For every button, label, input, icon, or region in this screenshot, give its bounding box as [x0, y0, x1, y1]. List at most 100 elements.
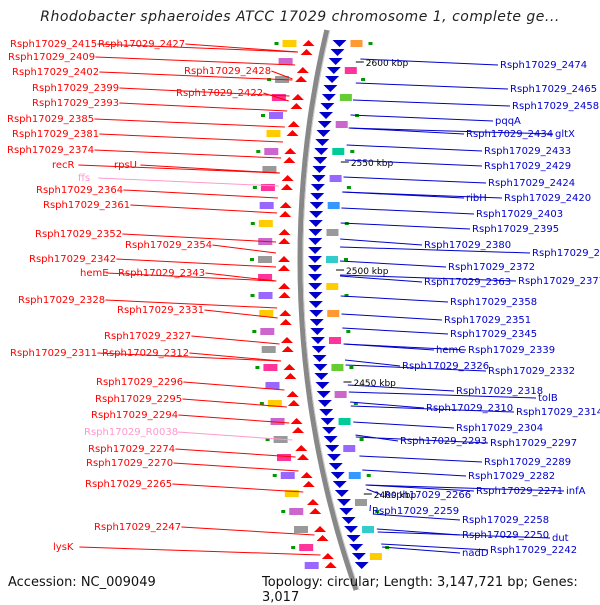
feature-tick [361, 78, 365, 81]
reverse-gene-mark [325, 76, 339, 83]
right-gene-label: dut [552, 533, 569, 544]
right-leader-line [342, 328, 448, 334]
left-gene-label: Rsph17029_2352 [35, 229, 122, 240]
right-gene-label: Rsph17029_2429 [484, 161, 571, 172]
cog-block [299, 544, 313, 551]
feature-tick [250, 258, 254, 261]
right-gene-label: infA [566, 486, 586, 497]
cog-block [305, 562, 319, 569]
forward-gene-mark [281, 337, 293, 343]
cog-block [362, 526, 374, 533]
left-gene-label: Rsph17029_2393 [32, 98, 119, 109]
right-gene-label: Rsph17029_2345 [450, 329, 537, 340]
forward-gene-mark [279, 310, 291, 316]
forward-gene-mark [282, 175, 294, 181]
left-leader-line [140, 165, 279, 173]
cog-block [263, 364, 277, 371]
reverse-gene-mark [309, 301, 323, 308]
right-gene-label: Rsph17029_2433 [484, 146, 571, 157]
left-gene-label: Rsph17029_2296 [96, 377, 183, 388]
reverse-gene-mark [335, 490, 349, 497]
reverse-gene-mark [323, 85, 337, 92]
forward-gene-mark [280, 319, 292, 325]
left-gene-label: rpsU [114, 160, 137, 171]
reverse-gene-mark [349, 544, 363, 551]
forward-gene-mark [284, 148, 296, 154]
left-leader-line [130, 205, 277, 213]
feature-tick [346, 330, 350, 333]
right-gene-label: Rsph17029_2339 [468, 345, 555, 356]
cog-block [330, 175, 342, 182]
forward-gene-mark [282, 346, 294, 352]
feature-tick [350, 150, 354, 153]
right-gene-label: Rsph17029_2434 [466, 129, 553, 140]
feature-tick [349, 366, 353, 369]
feature-tick [252, 330, 256, 333]
reverse-gene-mark [308, 247, 322, 254]
right-gene-label: Rsph17029_2372 [448, 262, 535, 273]
reverse-gene-mark [308, 238, 322, 245]
left-gene-label: Rsph17029_2265 [85, 479, 172, 490]
cog-block [355, 499, 367, 506]
feature-tick [255, 366, 259, 369]
forward-gene-mark [290, 103, 302, 109]
forward-gene-mark [292, 427, 304, 433]
reverse-gene-mark [329, 58, 343, 65]
right-gene-label: Rsph17029_2259 [372, 506, 459, 517]
right-gene-label: Rsph17029_2395 [472, 224, 559, 235]
cog-block [259, 292, 273, 299]
reverse-gene-mark [331, 472, 345, 479]
cog-block [289, 508, 303, 515]
reverse-gene-mark [309, 310, 323, 317]
forward-gene-mark [309, 508, 321, 514]
reverse-gene-mark [329, 463, 343, 470]
feature-tick [275, 42, 279, 45]
right-gene-label: Rsph17029_2380 [424, 240, 511, 251]
right-leader-line [340, 239, 422, 245]
right-gene-label: Rsph17029_2266 [384, 490, 471, 501]
left-leader-line [94, 119, 284, 127]
right-gene-label: Rsph17029_2293 [400, 436, 487, 447]
genome-summary: Topology: circular; Length: 3,147,721 bp… [262, 575, 600, 605]
right-leader-line [359, 456, 482, 462]
cog-block [329, 337, 341, 344]
left-gene-label: Rsph17029_2361 [43, 200, 130, 211]
cog-block [262, 346, 276, 353]
forward-gene-mark [278, 283, 290, 289]
left-gene-label: Rsph17029_2327 [104, 331, 191, 342]
reverse-gene-mark [317, 391, 331, 398]
right-gene-label: Rsph17029_2474 [500, 60, 587, 71]
reverse-gene-mark [342, 517, 356, 524]
forward-gene-mark [301, 472, 313, 478]
feature-tick [253, 186, 257, 189]
cog-block [349, 472, 361, 479]
right-gene-label: ribH [466, 193, 487, 204]
cog-block [294, 526, 308, 533]
reverse-gene-mark [352, 553, 366, 560]
left-leader-line [95, 57, 295, 65]
reverse-gene-mark [309, 211, 323, 218]
left-gene-label: Rsph17029_2409 [8, 52, 95, 63]
forward-gene-mark [280, 202, 292, 208]
forward-gene-mark [295, 76, 307, 82]
reverse-gene-mark [312, 166, 326, 173]
left-gene-label: Rsph17029_2247 [94, 522, 181, 533]
cog-block [265, 382, 279, 389]
left-gene-label: Rsph17029_2270 [86, 458, 173, 469]
reverse-gene-mark [315, 139, 329, 146]
left-gene-label: hemE [80, 268, 109, 279]
reverse-gene-mark [327, 67, 341, 74]
right-gene-label: Rsph17029_2465 [510, 84, 597, 95]
reverse-gene-mark [308, 274, 322, 281]
right-leader-line [347, 145, 482, 151]
reverse-gene-mark [327, 454, 341, 461]
forward-gene-mark [297, 454, 309, 460]
forward-gene-mark [278, 229, 290, 235]
left-leader-line [191, 336, 279, 344]
cog-block [331, 364, 343, 371]
reverse-gene-mark [308, 229, 322, 236]
left-gene-label: lysK [53, 542, 74, 553]
left-gene-label: Rsph17029_2402 [12, 67, 99, 78]
